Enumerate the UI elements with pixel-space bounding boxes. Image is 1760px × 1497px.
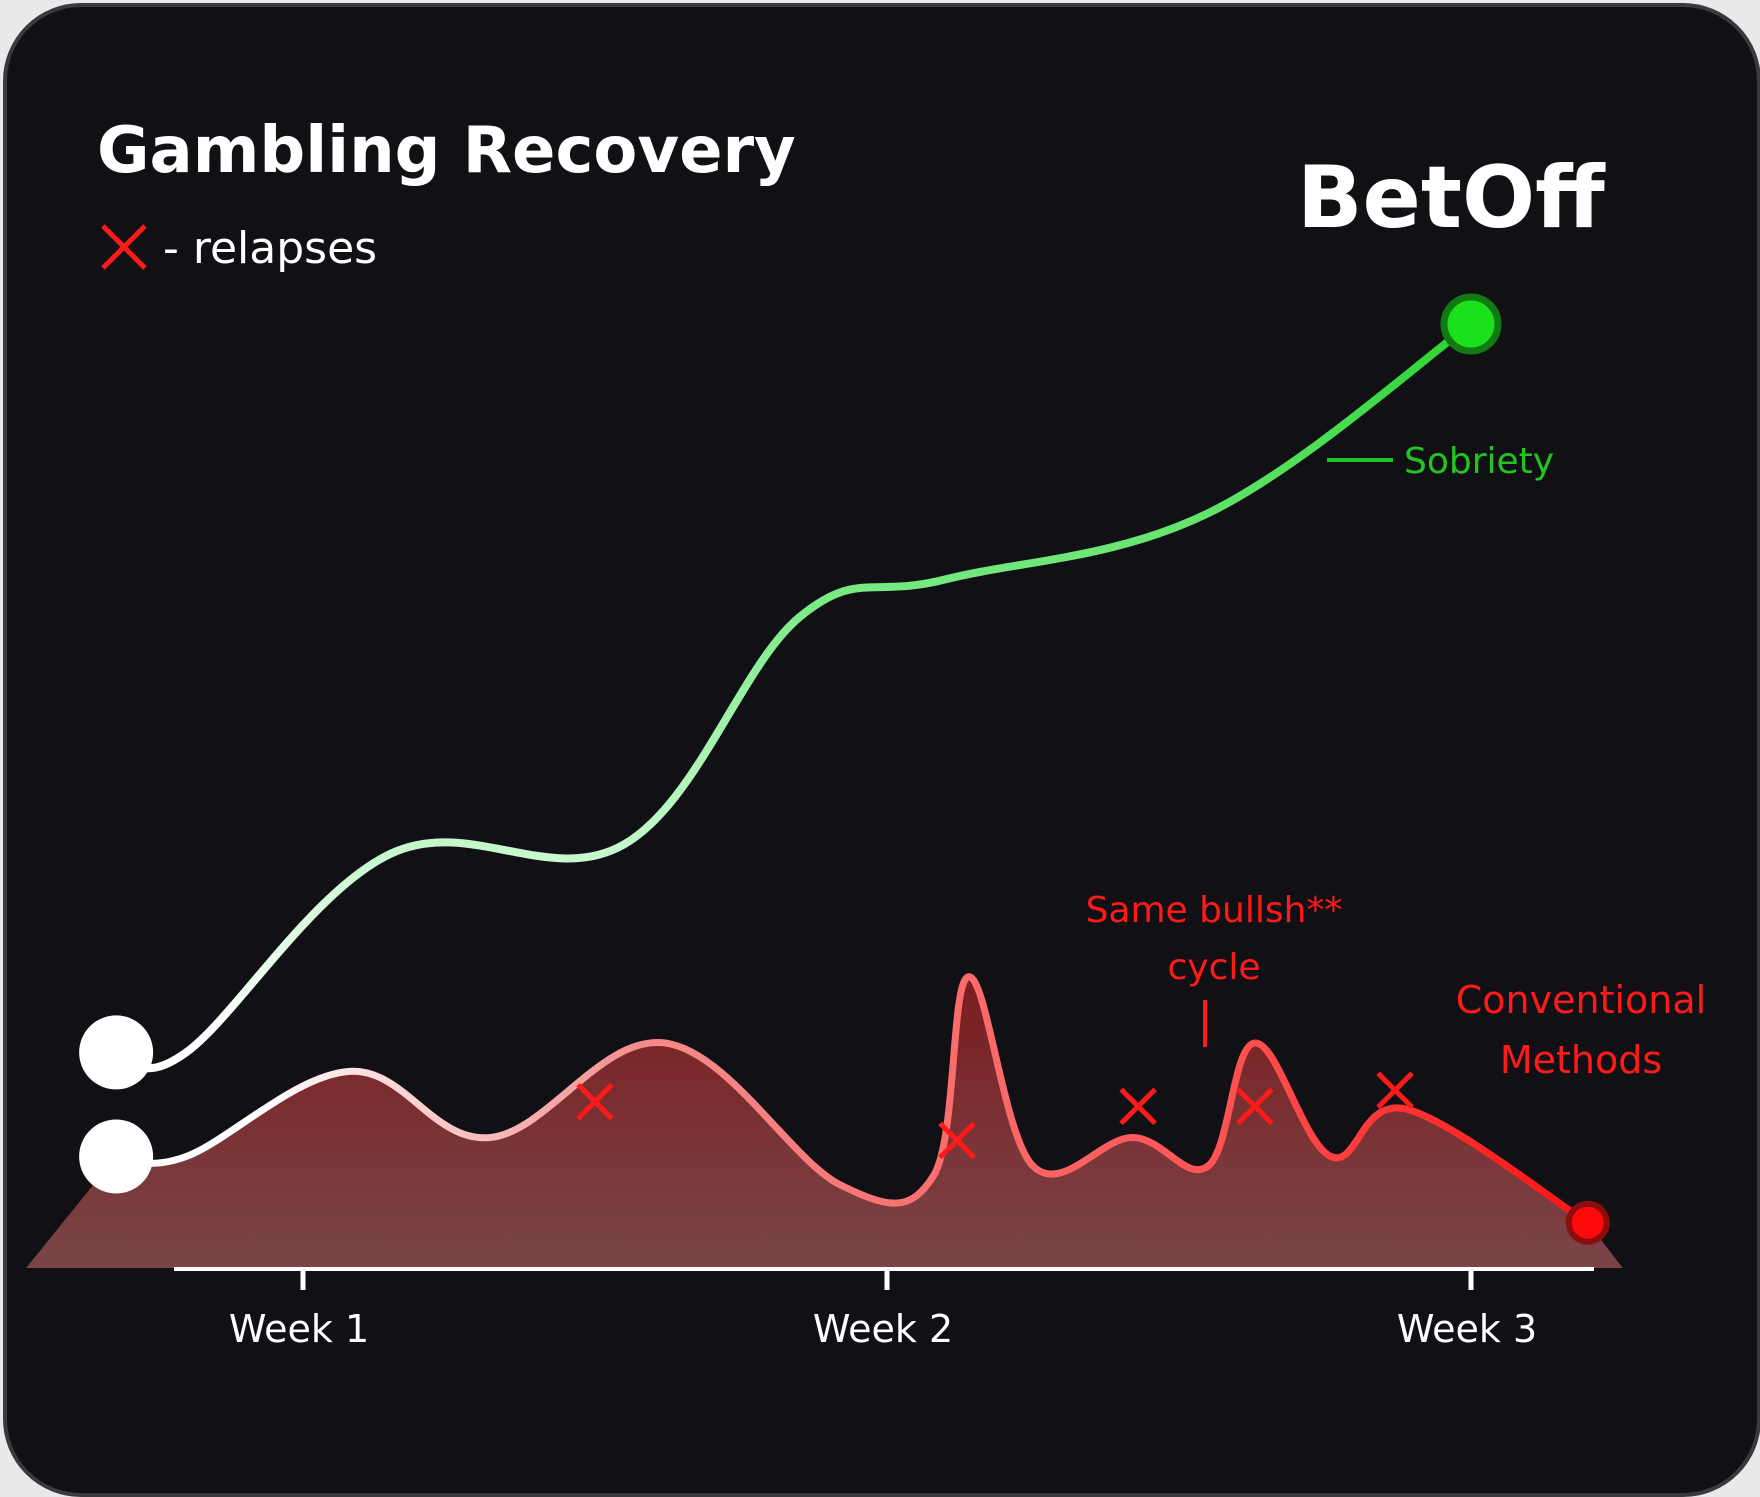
relapse-x-icon <box>1119 1087 1157 1126</box>
x-tick-label: Week 3 <box>1397 1307 1537 1351</box>
relapse-x-icon <box>1376 1071 1414 1110</box>
relapse-x-icon <box>938 1121 976 1160</box>
sobriety-label: Sobriety <box>1327 441 1554 482</box>
sobriety-label-text: Sobriety <box>1404 441 1554 482</box>
recovery-chart: Gambling Recovery - relapses BetOff Week… <box>26 114 1706 1351</box>
sobriety-start-dot <box>79 1015 154 1090</box>
annotation-line-1: Same bullsh** <box>1086 890 1343 931</box>
cycle-annotation: Same bullsh** cycle <box>1086 890 1343 1047</box>
conventional-label-line-2: Methods <box>1500 1038 1662 1082</box>
conventional-line <box>112 973 1592 1227</box>
relapse-x-icon <box>576 1082 614 1121</box>
conventional-end-dot <box>1565 1200 1610 1245</box>
red-x-icon <box>101 224 147 270</box>
conventional-area <box>26 976 1623 1268</box>
conventional-label-line-1: Conventional <box>1456 978 1706 1022</box>
relapse-markers <box>576 1071 1414 1160</box>
relapse-x-icon <box>1236 1087 1274 1126</box>
legend-relapses: - relapses <box>163 223 377 274</box>
series-endpoints <box>79 293 1610 1245</box>
conventional-start-dot <box>79 1119 154 1194</box>
x-tick-label: Week 2 <box>813 1307 953 1351</box>
brand-logo: BetOff <box>1297 148 1606 248</box>
chart-card: Gambling Recovery - relapses BetOff Week… <box>3 3 1760 1497</box>
x-tick-label: Week 1 <box>229 1307 369 1351</box>
chart-title: Gambling Recovery <box>97 114 796 188</box>
annotation-line-2: cycle <box>1167 947 1260 988</box>
sobriety-end-dot <box>1440 293 1502 355</box>
x-ticks: Week 1 Week 2 Week 3 <box>229 1270 1537 1351</box>
sobriety-line <box>112 320 1475 1073</box>
